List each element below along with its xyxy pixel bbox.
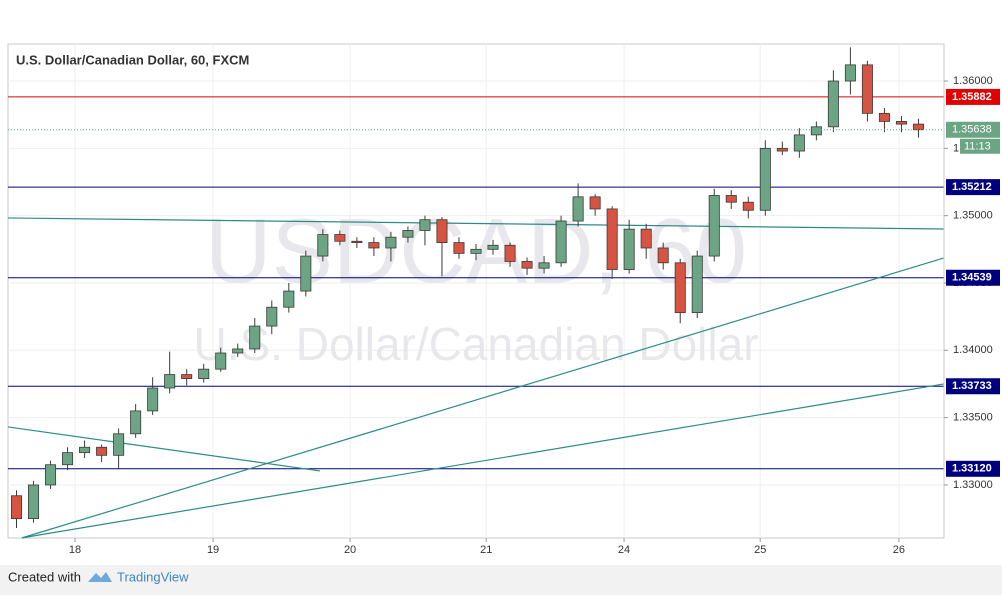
candle-body: [11, 495, 23, 520]
candle-body: [198, 368, 210, 379]
candle-body: [555, 220, 567, 264]
candle-body: [606, 208, 618, 270]
candle-body: [674, 262, 686, 314]
candle-body: [385, 236, 397, 249]
x-tick-label: 24: [618, 544, 630, 556]
level-label: 1.35882: [952, 91, 992, 103]
candle-body: [453, 242, 465, 254]
last-price-label: 1.35638: [952, 124, 992, 136]
candle-body: [623, 228, 635, 270]
level-badge: [946, 460, 1000, 477]
level-badge: [946, 378, 1000, 395]
level-badge: [946, 179, 1000, 196]
trend-line: [21, 383, 945, 539]
candle-body: [878, 112, 890, 122]
candle-body: [164, 374, 176, 389]
level-label: 1.33733: [952, 380, 992, 392]
candle-body: [130, 410, 142, 435]
candle-body: [266, 306, 278, 327]
footer-created: Created with: [8, 569, 81, 584]
level-label: 1.35212: [952, 181, 992, 193]
candle-body: [640, 228, 652, 249]
trend-line: [21, 257, 945, 539]
candle-body: [147, 387, 159, 412]
candle-body: [844, 64, 856, 82]
candle-body: [317, 234, 329, 257]
candle-body: [402, 230, 414, 238]
candle-body: [79, 446, 91, 454]
last-price-badge: [946, 121, 1000, 138]
candle-body: [691, 255, 703, 314]
candle-body: [861, 64, 873, 114]
y-tick-label: 1.35000: [953, 210, 993, 222]
candle-body: [504, 244, 516, 262]
candle-body: [776, 147, 788, 152]
x-tick-label: 20: [344, 544, 356, 556]
plot: [7, 47, 945, 539]
watermark-name: U.S. Dollar/Canadian Dollar: [193, 318, 758, 370]
x-tick-label: 21: [480, 544, 492, 556]
candle-body: [912, 123, 924, 131]
candle-body: [283, 290, 295, 308]
candle-body: [351, 240, 363, 243]
x-tick-label: 19: [207, 544, 219, 556]
candle-body: [28, 484, 40, 520]
axes: 1.330001.335001.340001.345001.350001.355…: [69, 75, 1000, 556]
candle-body: [249, 325, 261, 350]
level-label: 1.33120: [952, 463, 992, 475]
y-tick-label: 1.33500: [953, 412, 993, 424]
y-tick-label: 1.36000: [953, 75, 993, 87]
candle-body: [232, 348, 244, 354]
logo-icon: [88, 572, 112, 582]
x-tick-label: 26: [893, 544, 905, 556]
candle-body: [725, 195, 737, 203]
candle-body: [793, 134, 805, 152]
candle-body: [300, 255, 312, 292]
y-tick-label: 1.33000: [953, 479, 993, 491]
level-label: 1.34539: [952, 272, 992, 284]
trend-line: [7, 217, 945, 230]
candle-body: [572, 196, 584, 222]
candle-body: [487, 244, 499, 250]
candle-body: [759, 147, 771, 211]
candle-body: [810, 126, 822, 136]
candle-body: [96, 446, 108, 456]
candle-body: [215, 352, 227, 370]
candle-body: [538, 262, 550, 269]
x-tick-label: 18: [69, 544, 81, 556]
tradingview-logo: [88, 572, 112, 582]
candle-body: [334, 234, 346, 242]
x-tick-label: 25: [754, 544, 766, 556]
candle-body: [181, 374, 193, 379]
chart-title: U.S. Dollar/Canadian Dollar, 60, FXCM: [16, 52, 249, 67]
candle-body: [45, 464, 57, 486]
candle-body: [62, 452, 74, 466]
candle-body: [113, 433, 125, 456]
level-badge: [946, 88, 1000, 105]
countdown-label: 11:13: [964, 141, 991, 153]
candle-body: [419, 219, 431, 231]
candle-body: [470, 248, 482, 254]
y-tick-label: 1.34000: [953, 344, 993, 356]
countdown-badge: [960, 138, 1000, 154]
level-badge: [946, 269, 1000, 286]
candle-body: [657, 247, 669, 264]
candle-body: [708, 195, 720, 257]
grid: [8, 44, 944, 538]
candle-body: [368, 242, 380, 249]
candle-body: [742, 201, 754, 211]
candle-body: [521, 261, 533, 269]
candle-body: [895, 121, 907, 125]
candle-body: [589, 196, 601, 210]
candle-body: [827, 80, 839, 128]
footer-brand[interactable]: TradingView: [117, 569, 189, 584]
candle-body: [436, 219, 448, 243]
